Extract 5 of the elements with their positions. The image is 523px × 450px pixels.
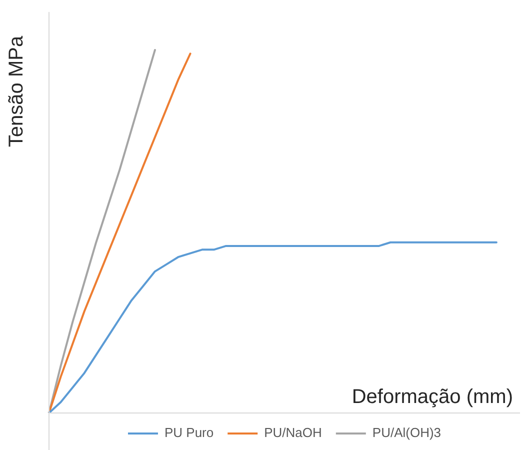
legend-label: PU/NaOH bbox=[264, 425, 322, 440]
y-axis-title: Tensão MPa bbox=[6, 34, 28, 150]
x-axis-title: Deformação (mm) bbox=[352, 386, 513, 409]
legend-label: PU Puro bbox=[164, 425, 214, 440]
legend-label: PU/Al(OH)3 bbox=[372, 425, 442, 440]
